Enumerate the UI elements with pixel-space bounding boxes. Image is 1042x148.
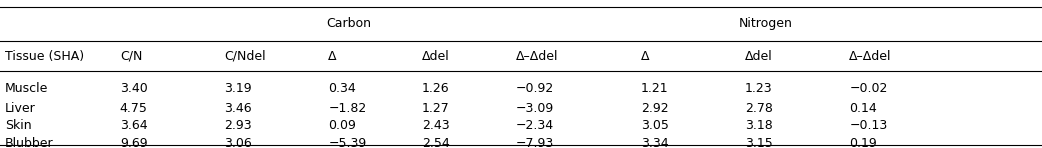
Text: 2.92: 2.92 xyxy=(641,102,669,115)
Text: 2.43: 2.43 xyxy=(422,119,450,132)
Text: −0.02: −0.02 xyxy=(849,82,888,95)
Text: Skin: Skin xyxy=(5,119,32,132)
Text: Blubber: Blubber xyxy=(5,137,54,148)
Text: −5.39: −5.39 xyxy=(328,137,367,148)
Text: Δ: Δ xyxy=(328,50,337,63)
Text: −3.09: −3.09 xyxy=(516,102,554,115)
Text: Liver: Liver xyxy=(5,102,36,115)
Text: −7.93: −7.93 xyxy=(516,137,554,148)
Text: 2.78: 2.78 xyxy=(745,102,773,115)
Text: 0.19: 0.19 xyxy=(849,137,877,148)
Text: 3.64: 3.64 xyxy=(120,119,148,132)
Text: Δ–Δdel: Δ–Δdel xyxy=(849,50,892,63)
Text: 1.26: 1.26 xyxy=(422,82,450,95)
Text: 0.34: 0.34 xyxy=(328,82,356,95)
Text: Δ: Δ xyxy=(641,50,649,63)
Text: 9.69: 9.69 xyxy=(120,137,148,148)
Text: 1.27: 1.27 xyxy=(422,102,450,115)
Text: 2.93: 2.93 xyxy=(224,119,252,132)
Text: −0.92: −0.92 xyxy=(516,82,554,95)
Text: Carbon: Carbon xyxy=(326,17,372,30)
Text: 3.40: 3.40 xyxy=(120,82,148,95)
Text: 3.05: 3.05 xyxy=(641,119,669,132)
Text: 0.14: 0.14 xyxy=(849,102,877,115)
Text: Δdel: Δdel xyxy=(745,50,773,63)
Text: 2.54: 2.54 xyxy=(422,137,450,148)
Text: 1.23: 1.23 xyxy=(745,82,773,95)
Text: 3.18: 3.18 xyxy=(745,119,773,132)
Text: 3.19: 3.19 xyxy=(224,82,252,95)
Text: C/N: C/N xyxy=(120,50,142,63)
Text: 3.34: 3.34 xyxy=(641,137,669,148)
Text: −1.82: −1.82 xyxy=(328,102,367,115)
Text: 4.75: 4.75 xyxy=(120,102,148,115)
Text: Δ–Δdel: Δ–Δdel xyxy=(516,50,559,63)
Text: Muscle: Muscle xyxy=(5,82,49,95)
Text: 0.09: 0.09 xyxy=(328,119,356,132)
Text: −2.34: −2.34 xyxy=(516,119,554,132)
Text: 3.06: 3.06 xyxy=(224,137,252,148)
Text: Nitrogen: Nitrogen xyxy=(739,17,793,30)
Text: Δdel: Δdel xyxy=(422,50,450,63)
Text: C/Ndel: C/Ndel xyxy=(224,50,266,63)
Text: 3.46: 3.46 xyxy=(224,102,252,115)
Text: −0.13: −0.13 xyxy=(849,119,888,132)
Text: 3.15: 3.15 xyxy=(745,137,773,148)
Text: 1.21: 1.21 xyxy=(641,82,669,95)
Text: Tissue (SHA): Tissue (SHA) xyxy=(5,50,84,63)
